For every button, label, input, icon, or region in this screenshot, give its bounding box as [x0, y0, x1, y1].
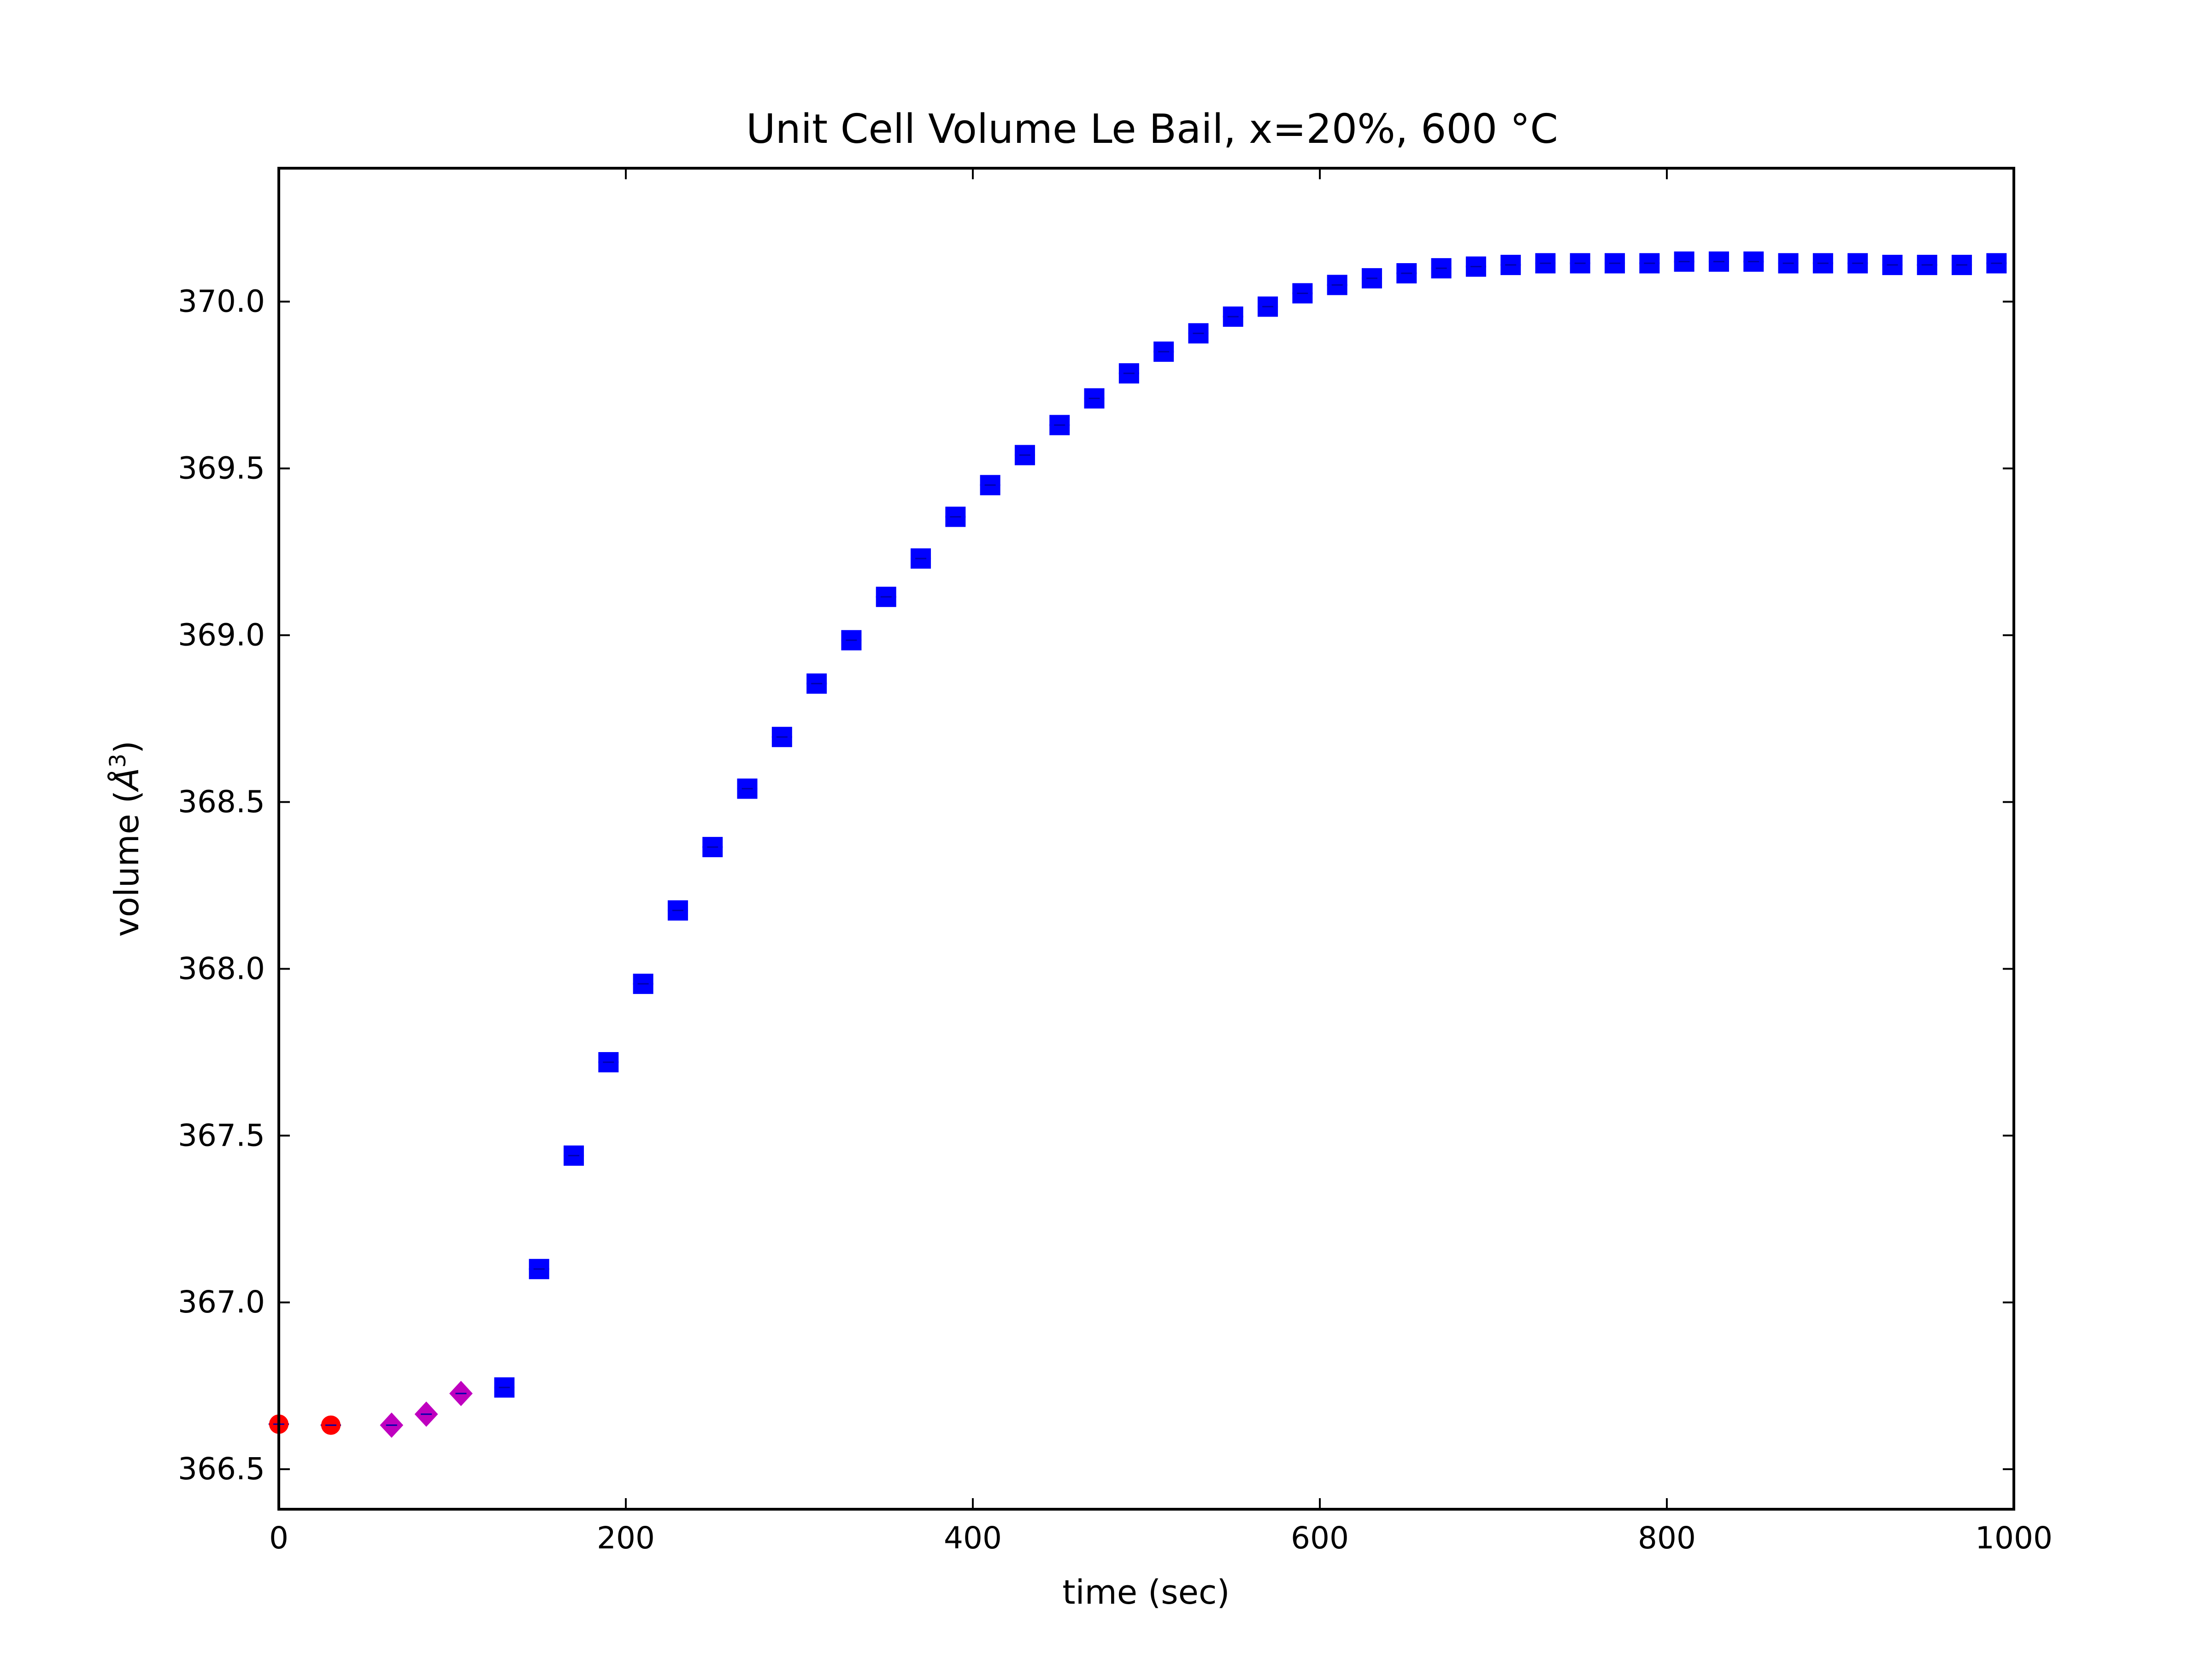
x-axis: 0 200 400 600 800 1000 — [269, 168, 2053, 1556]
data-point — [1743, 251, 1764, 272]
y-axis: 366.5 367.0 367.5 368.0 368.5 369.0 369.5 370.0 — [178, 284, 2014, 1487]
y-tick-label: 367.0 — [178, 1284, 265, 1320]
x-tick-label: 1000 — [1975, 1520, 2053, 1556]
y-axis-label-close: ) — [107, 741, 146, 753]
data-point — [1812, 253, 1833, 274]
chart-title: Unit Cell Volume Le Bail, x=20%, 600 °C — [746, 106, 1558, 153]
x-tick-label: 0 — [269, 1520, 288, 1556]
y-tick-label: 366.5 — [178, 1451, 265, 1487]
y-axis-label-exponent: 3 — [105, 753, 131, 768]
data-point — [980, 475, 1000, 495]
x-tick-label: 200 — [597, 1520, 655, 1556]
data-point — [1708, 251, 1729, 272]
data-point — [1917, 254, 1937, 275]
series-3 — [494, 251, 2007, 1398]
y-tick-label: 368.5 — [178, 784, 265, 819]
data-point — [1153, 341, 1174, 362]
data-point — [911, 548, 931, 569]
y-tick-label: 369.0 — [178, 617, 265, 653]
x-tick-label: 600 — [1291, 1520, 1349, 1556]
y-tick-label: 367.5 — [178, 1118, 265, 1153]
x-tick-label: 800 — [1638, 1520, 1696, 1556]
series-2 — [380, 1381, 473, 1438]
y-axis-label-unit: Å — [107, 768, 146, 792]
x-tick-label: 400 — [944, 1520, 1002, 1556]
plot-frame — [277, 167, 2015, 1511]
plot-area — [269, 251, 2007, 1438]
y-tick-label: 369.5 — [178, 450, 265, 486]
data-point — [1500, 254, 1521, 275]
y-tick-label: 368.0 — [178, 951, 265, 986]
x-axis-label: time (sec) — [1062, 1573, 1230, 1612]
y-tick-label: 370.0 — [178, 284, 265, 319]
data-point — [1084, 388, 1105, 409]
y-axis-label-text: volume ( — [107, 790, 146, 937]
y-axis-label: volume (Å3) — [105, 741, 146, 937]
